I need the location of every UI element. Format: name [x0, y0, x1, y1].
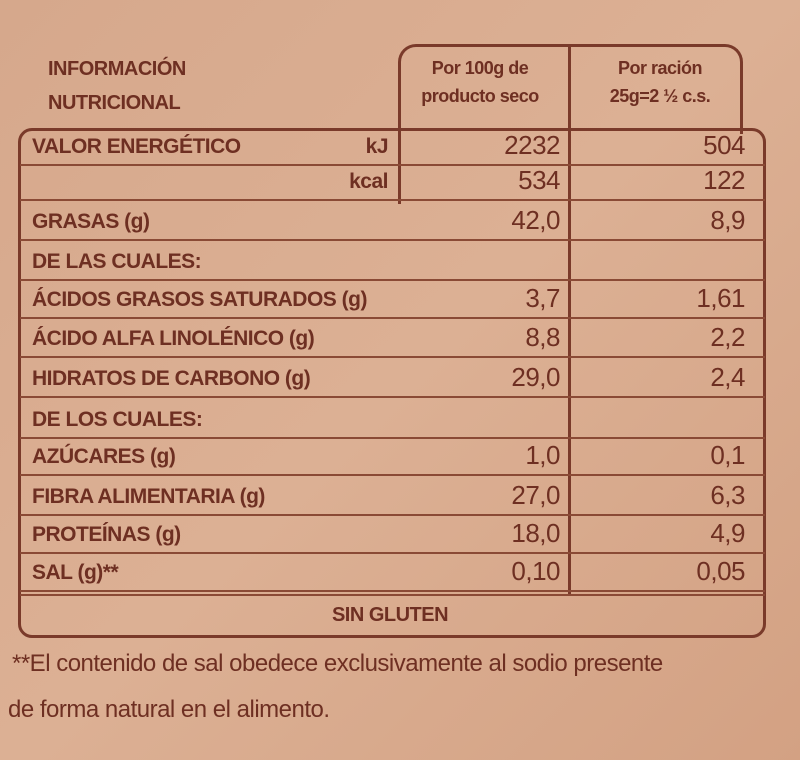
value-per-100g: 1,0	[525, 440, 560, 470]
gluten-free-label: SIN GLUTEN	[331, 604, 449, 626]
row-divider	[20, 552, 765, 554]
value-per-serving: 8,9	[710, 205, 745, 235]
value-per-100g: 534	[518, 165, 560, 195]
row-unit: kJ	[365, 135, 389, 158]
column-divider	[398, 134, 401, 204]
row-divider	[20, 437, 765, 439]
row-label: SAL (g)**	[32, 561, 119, 584]
col1-header-line2: producto seco	[421, 86, 539, 106]
footnote-line2: de forma natural en el alimento.	[8, 696, 330, 723]
value-per-100g: 18,0	[511, 518, 560, 548]
col2-header-line2: 25g=2 ½ c.s.	[609, 86, 711, 106]
row-divider	[20, 514, 765, 516]
row-label: ÁCIDO ALFA LINOLÉNICO (g)	[32, 327, 315, 350]
row-label: GRASAS (g)	[32, 210, 150, 233]
value-per-serving: 504	[703, 130, 745, 160]
row-unit: kcal	[349, 170, 388, 193]
value-per-100g: 42,0	[511, 205, 560, 235]
value-per-serving: 122	[703, 165, 745, 195]
row-label: FIBRA ALIMENTARIA (g)	[32, 485, 265, 508]
title-line2: NUTRICIONAL	[48, 92, 181, 114]
footnote-line1: **El contenido de sal obedece exclusivam…	[12, 650, 663, 677]
value-per-100g: 29,0	[511, 362, 560, 392]
value-per-serving: 0,05	[696, 556, 745, 586]
row-label: PROTEÍNAS (g)	[32, 523, 181, 546]
row-divider	[20, 356, 765, 358]
value-per-100g: 2232	[504, 130, 560, 160]
row-divider	[20, 279, 765, 281]
row-label: DE LAS CUALES:	[32, 250, 202, 273]
value-per-100g: 3,7	[525, 283, 560, 313]
row-divider	[20, 590, 765, 592]
row-label: DE LOS CUALES:	[32, 408, 203, 431]
value-per-100g: 27,0	[511, 480, 560, 510]
value-per-100g: 0,10	[511, 556, 560, 586]
column-divider	[568, 44, 571, 594]
title-line1: INFORMACIÓN	[48, 58, 186, 80]
row-divider	[20, 317, 765, 319]
row-divider	[20, 164, 765, 166]
row-divider	[20, 239, 765, 241]
nutrition-table	[18, 128, 766, 638]
row-divider	[20, 396, 765, 398]
row-label: VALOR ENERGÉTICO	[32, 135, 241, 158]
row-label: AZÚCARES (g)	[32, 445, 176, 468]
row-divider	[20, 474, 765, 476]
value-per-100g: 8,8	[525, 322, 560, 352]
row-divider	[20, 199, 765, 201]
col1-header-line1: Por 100g de	[431, 58, 529, 78]
value-per-serving: 6,3	[710, 480, 745, 510]
value-per-serving: 4,9	[710, 518, 745, 548]
row-label: HIDRATOS DE CARBONO (g)	[32, 367, 311, 390]
value-per-serving: 0,1	[710, 440, 745, 470]
value-per-serving: 1,61	[696, 283, 745, 313]
row-divider	[20, 594, 765, 596]
value-per-serving: 2,2	[710, 322, 745, 352]
value-per-serving: 2,4	[710, 362, 745, 392]
row-label: ÁCIDOS GRASOS SATURADOS (g)	[32, 288, 367, 311]
col2-header-line1: Por ración	[617, 58, 703, 78]
